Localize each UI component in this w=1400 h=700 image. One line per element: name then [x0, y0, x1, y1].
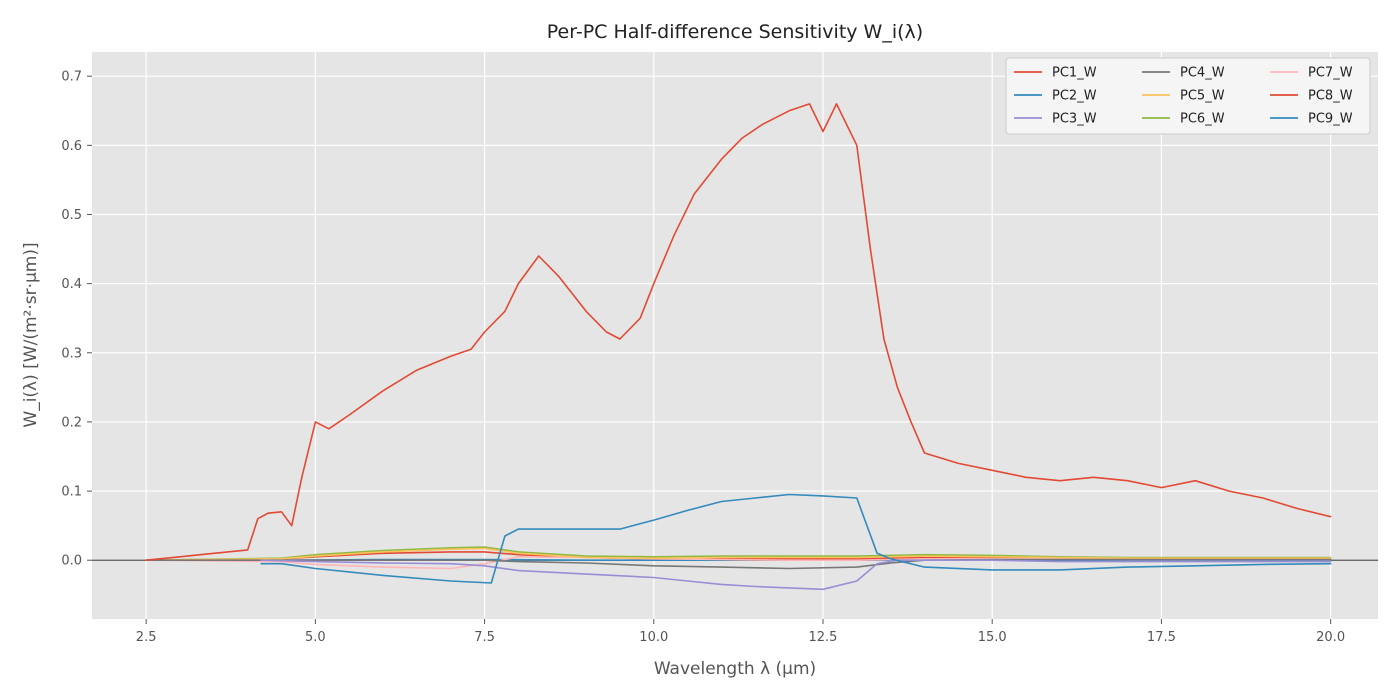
- legend-entry: PC2_W: [1052, 89, 1097, 104]
- legend: PC1_W PC2_W PC3_W PC4_W PC5_W PC6_W PC7_W PC8_W…: [1005, 57, 1371, 135]
- x-tick-label: 7.5: [474, 630, 495, 645]
- legend-entry: PC7_W: [1308, 66, 1353, 81]
- series-line-pc3-w: [260, 559, 1332, 591]
- legend-entry: PC1_W: [1052, 66, 1097, 81]
- x-axis-label: Wavelength λ (µm): [654, 659, 816, 679]
- y-tick-label: 0.0: [61, 554, 82, 569]
- x-tick-label: 12.5: [809, 630, 838, 645]
- y-axis-label: W_i(λ) [W/(m²·sr·µm)]: [21, 242, 41, 427]
- y-tick-label: 0.4: [61, 277, 82, 292]
- y-tick-label: 0.6: [61, 139, 82, 154]
- y-tick-label: 0.3: [61, 346, 82, 361]
- legend-entry: PC8_W: [1308, 89, 1353, 104]
- series-line-pc4-w: [145, 558, 1332, 570]
- series-line-pc2-w: [260, 493, 1332, 584]
- tick-labels: 2.5 5.0 7.5 10.0 12.5 15.0 17.5 20.0 0.0 0.1 0.2 0.…: [61, 70, 1345, 645]
- legend-entry: PC4_W: [1180, 66, 1225, 81]
- series-line-pc1-w: [145, 103, 1332, 562]
- x-tick-label: 17.5: [1147, 630, 1176, 645]
- grid-lines: [92, 52, 1378, 619]
- legend-entry: PC9_W: [1308, 112, 1353, 127]
- x-tick-label: 5.0: [305, 630, 326, 645]
- x-tick-label: 2.5: [136, 630, 157, 645]
- x-tick-label: 20.0: [1316, 630, 1345, 645]
- series-line-pc5-w: [145, 547, 1332, 562]
- x-tick-label: 10.0: [639, 630, 668, 645]
- chart-title: Per-PC Half-difference Sensitivity W_i(λ…: [547, 21, 923, 43]
- series-lines: [145, 103, 1332, 591]
- x-tick-label: 15.0: [978, 630, 1007, 645]
- plot-area: [92, 52, 1378, 619]
- y-tick-label: 0.5: [61, 208, 82, 223]
- legend-box: [1005, 57, 1371, 135]
- legend-entry: PC5_W: [1180, 89, 1225, 104]
- legend-entry: PC3_W: [1052, 112, 1097, 127]
- y-tick-label: 0.2: [61, 415, 82, 430]
- legend-entry: PC6_W: [1180, 112, 1225, 127]
- y-tick-label: 0.7: [61, 70, 82, 85]
- y-tick-label: 0.1: [61, 485, 82, 500]
